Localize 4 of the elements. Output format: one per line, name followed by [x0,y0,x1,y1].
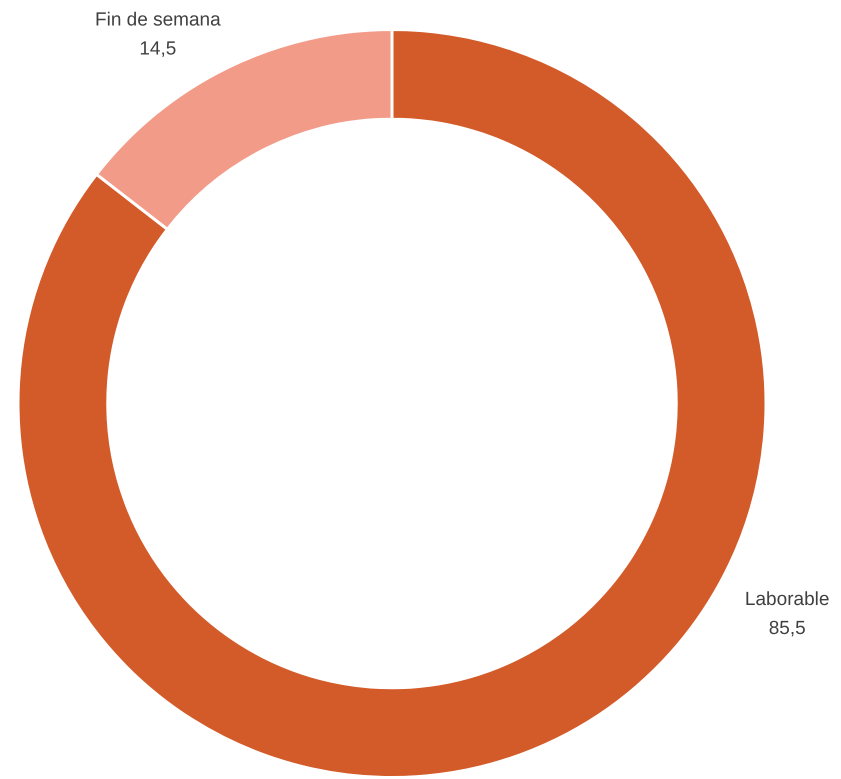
data-label: 14,5 [139,38,176,60]
slice-label: Laborable [744,589,830,610]
data-label: 85,5 [768,618,806,640]
slice-label: Fin de semana [95,9,222,30]
